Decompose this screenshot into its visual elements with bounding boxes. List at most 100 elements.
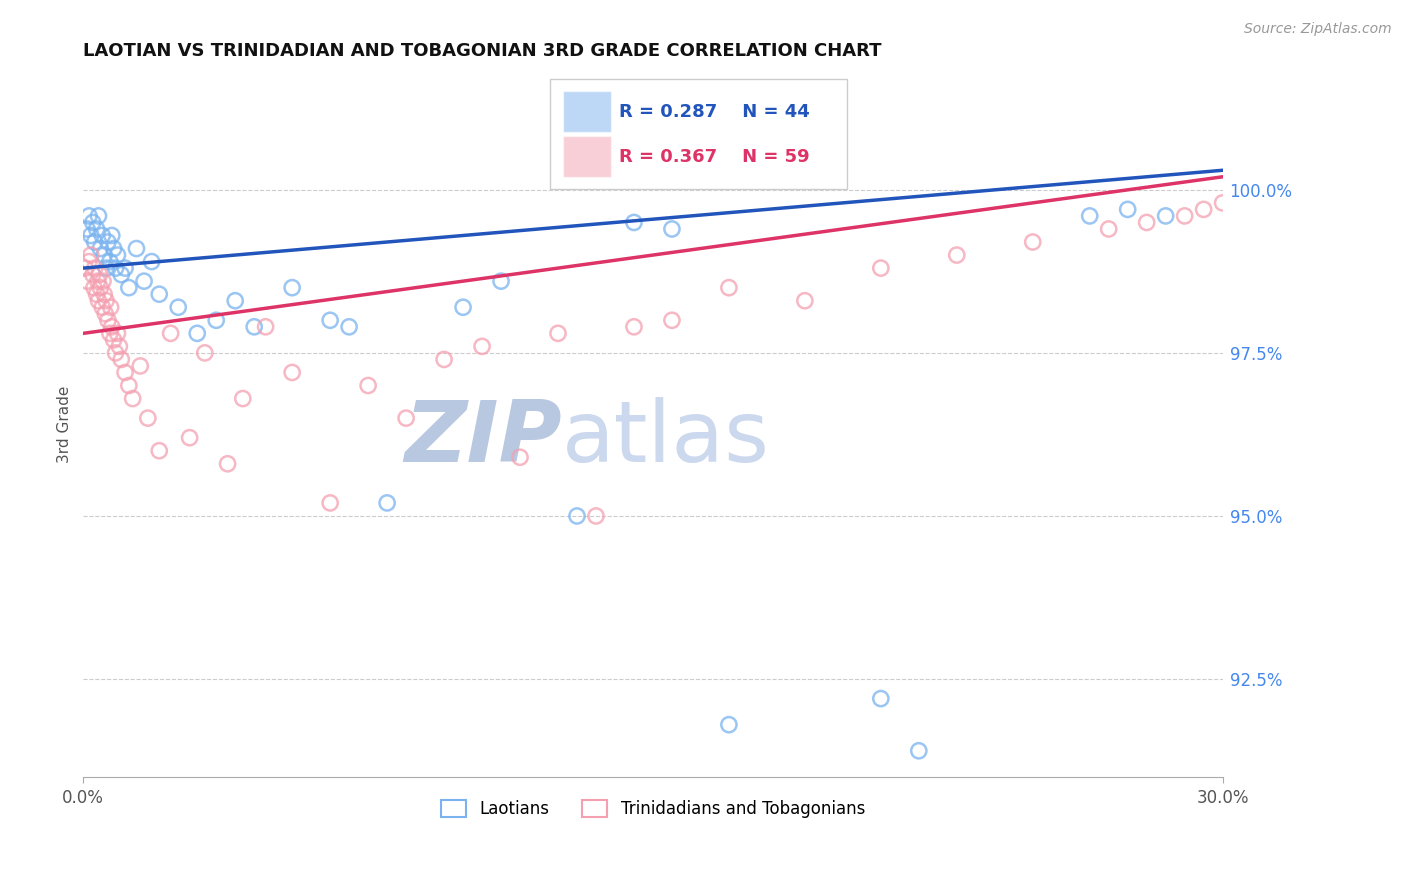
Point	[94, 293, 117, 308]
Point	[254, 319, 277, 334]
Point	[114, 261, 136, 276]
Point	[565, 508, 588, 523]
Point	[97, 235, 120, 249]
Point	[86, 287, 108, 301]
Point	[77, 209, 100, 223]
Point	[93, 248, 115, 262]
Point	[1192, 202, 1215, 217]
Point	[107, 326, 129, 341]
Point	[547, 326, 569, 341]
Point	[89, 268, 111, 282]
Point	[91, 300, 114, 314]
Point	[104, 261, 127, 276]
Point	[319, 496, 342, 510]
Point	[946, 248, 969, 262]
Point	[103, 333, 125, 347]
Point	[83, 281, 105, 295]
Y-axis label: 3rd Grade: 3rd Grade	[58, 386, 72, 463]
Point	[104, 346, 127, 360]
Point	[793, 293, 815, 308]
Point	[110, 352, 132, 367]
Point	[118, 281, 141, 295]
Point	[100, 319, 122, 334]
Point	[509, 450, 531, 465]
Point	[121, 392, 143, 406]
Point	[83, 261, 105, 276]
Point	[1116, 202, 1139, 217]
Point	[281, 366, 304, 380]
Point	[98, 254, 121, 268]
Point	[167, 300, 190, 314]
Point	[717, 281, 740, 295]
Point	[141, 254, 163, 268]
Point	[375, 496, 398, 510]
Point	[87, 274, 110, 288]
Point	[1078, 209, 1101, 223]
Point	[148, 443, 170, 458]
Point	[76, 222, 98, 236]
Point	[243, 319, 266, 334]
Point	[118, 378, 141, 392]
Point	[77, 254, 100, 268]
Point	[98, 326, 121, 341]
Point	[869, 691, 891, 706]
Point	[93, 287, 115, 301]
Point	[159, 326, 181, 341]
Point	[471, 339, 494, 353]
Point	[717, 717, 740, 731]
Point	[129, 359, 152, 373]
FancyBboxPatch shape	[550, 79, 846, 189]
Point	[107, 248, 129, 262]
Point	[75, 261, 97, 276]
Point	[132, 274, 155, 288]
Point	[1022, 235, 1045, 249]
Point	[1136, 215, 1159, 229]
Point	[623, 215, 645, 229]
Point	[623, 319, 645, 334]
Point	[148, 287, 170, 301]
Point	[232, 392, 254, 406]
Point	[869, 261, 891, 276]
Point	[179, 431, 201, 445]
Point	[357, 378, 380, 392]
Point	[103, 242, 125, 256]
Point	[100, 228, 122, 243]
FancyBboxPatch shape	[562, 91, 610, 132]
Point	[186, 326, 208, 341]
Text: ZIP: ZIP	[404, 397, 562, 480]
Text: Source: ZipAtlas.com: Source: ZipAtlas.com	[1244, 22, 1392, 37]
Point	[89, 242, 111, 256]
Point	[1174, 209, 1197, 223]
Point	[585, 508, 607, 523]
Point	[319, 313, 342, 327]
Point	[224, 293, 246, 308]
Point	[97, 313, 120, 327]
Point	[80, 228, 103, 243]
FancyBboxPatch shape	[562, 136, 610, 178]
Point	[83, 235, 105, 249]
Point	[281, 281, 304, 295]
Point	[76, 274, 98, 288]
Point	[87, 293, 110, 308]
Point	[100, 300, 122, 314]
Point	[87, 209, 110, 223]
Text: atlas: atlas	[562, 397, 770, 480]
Point	[94, 307, 117, 321]
Point	[205, 313, 228, 327]
Point	[395, 411, 418, 425]
Point	[91, 274, 114, 288]
Point	[82, 268, 104, 282]
Point	[86, 222, 108, 236]
Point	[91, 228, 114, 243]
Point	[1154, 209, 1177, 223]
Text: R = 0.287    N = 44: R = 0.287 N = 44	[619, 103, 810, 120]
Point	[94, 261, 117, 276]
Point	[110, 268, 132, 282]
Point	[451, 300, 474, 314]
Text: LAOTIAN VS TRINIDADIAN AND TOBAGONIAN 3RD GRADE CORRELATION CHART: LAOTIAN VS TRINIDADIAN AND TOBAGONIAN 3R…	[83, 42, 882, 60]
Point	[337, 319, 360, 334]
Point	[661, 313, 683, 327]
Point	[82, 215, 104, 229]
Text: R = 0.367    N = 59: R = 0.367 N = 59	[619, 147, 810, 166]
Point	[433, 352, 456, 367]
